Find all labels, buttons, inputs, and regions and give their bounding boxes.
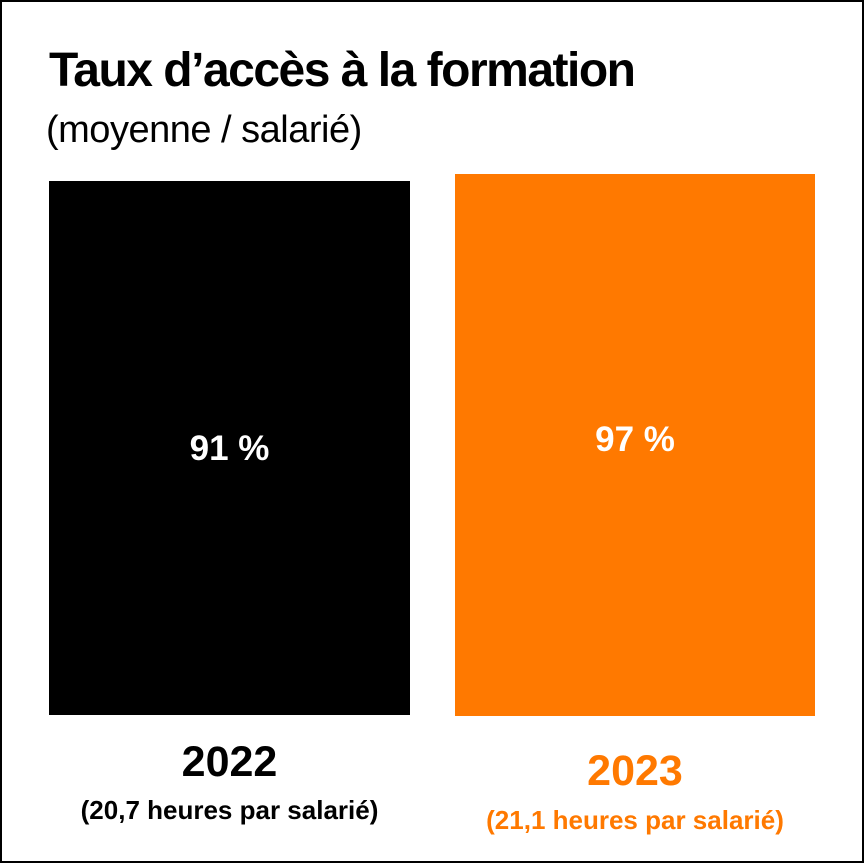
bar-2022-value-label: 91 % — [189, 428, 270, 468]
category-label-2022: 2022 — [181, 738, 278, 786]
bar-2023-value-label: 97 % — [595, 419, 675, 459]
chart-subtitle: (moyenne / salarié) — [46, 109, 362, 151]
chart-title: Taux d’accès à la formation — [49, 44, 636, 97]
category-label-2023: 2023 — [587, 747, 683, 795]
annotation-hours-2023: (21,1 heures par salarié) — [486, 805, 784, 835]
annotation-hours-2022: (20,7 heures par salarié) — [80, 795, 379, 825]
bar-2022: 91 % — [49, 181, 410, 715]
bar-2023: 97 % — [455, 174, 815, 716]
